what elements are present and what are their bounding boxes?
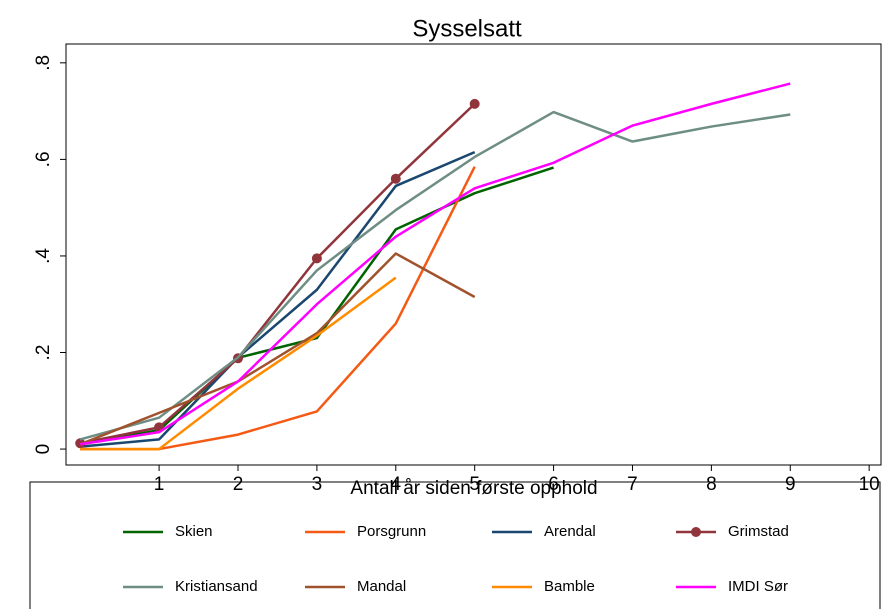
series-line: [79, 110, 791, 441]
plot-frame: [65, 43, 882, 466]
legend-box: [29, 481, 881, 609]
y-tick-label: .4: [33, 248, 54, 264]
legend-marker: [691, 527, 701, 537]
x-tick-label: 9: [785, 474, 796, 495]
series-line: [80, 82, 791, 446]
x-tick-label: 1: [154, 474, 165, 495]
x-tick-label: 4: [390, 474, 401, 495]
series-marker: [390, 173, 401, 184]
legend-label: Bamble: [544, 578, 595, 595]
legend-label: Mandal: [357, 578, 406, 595]
x-axis-label: Antall år siden første opphold: [350, 478, 597, 499]
legend-label: Skien: [175, 523, 213, 540]
x-tick-label: 5: [469, 474, 480, 495]
legend-label: Porsgrunn: [357, 523, 426, 540]
x-tick-label: 8: [706, 474, 717, 495]
x-tick-label: 6: [548, 474, 559, 495]
legend-label: Grimstad: [728, 523, 789, 540]
x-tick-label: 7: [627, 474, 638, 495]
legend-label: Arendal: [544, 523, 596, 540]
y-tick-label: .8: [33, 55, 54, 71]
series-marker: [311, 253, 322, 264]
series-line: [80, 276, 397, 451]
y-tick-label: 0: [33, 444, 54, 455]
legend-label: Kristiansand: [175, 578, 258, 595]
series-line: [79, 252, 476, 446]
series-line: [79, 102, 476, 445]
x-tick-label: 10: [859, 474, 880, 495]
x-tick-label: 2: [233, 474, 244, 495]
y-tick-label: .6: [33, 151, 54, 167]
series-marker: [469, 98, 480, 109]
chart-title: Sysselsatt: [412, 15, 522, 42]
y-tick-label: .2: [33, 345, 54, 361]
series-line: [80, 150, 476, 448]
x-tick-label: 3: [312, 474, 323, 495]
legend-label: IMDI Sør: [728, 578, 788, 595]
